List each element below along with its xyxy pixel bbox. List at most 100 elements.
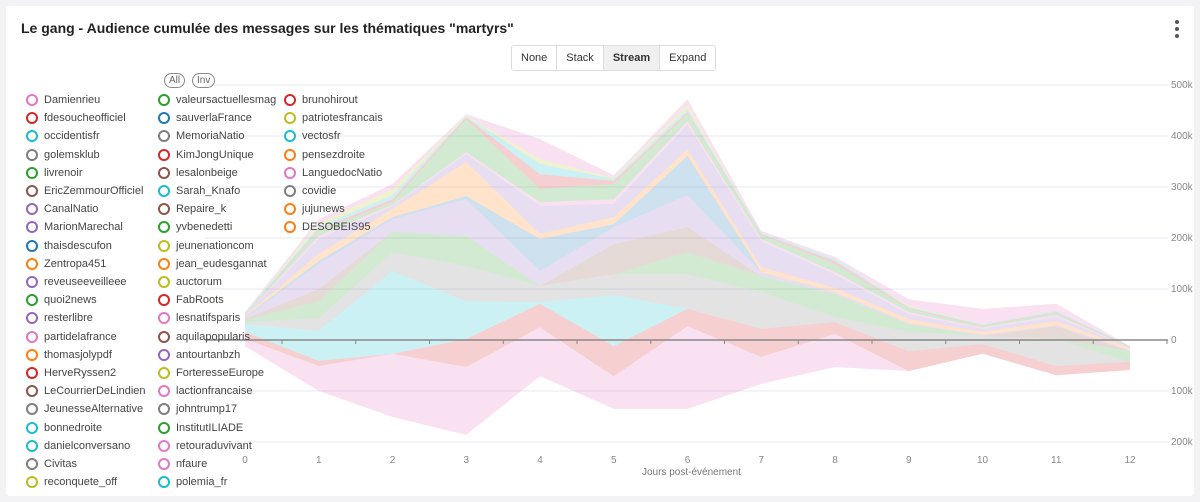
legend-item[interactable]: CanalNatio: [26, 201, 98, 217]
legend-label: polemia_fr: [176, 476, 228, 489]
legend-item[interactable]: quoi2news: [26, 292, 97, 308]
legend-item[interactable]: Zentropa451: [26, 256, 106, 272]
stream-layer-6: [245, 195, 1130, 352]
legend-item[interactable]: bonnedroite: [26, 420, 102, 436]
mode-expand-button[interactable]: Expand: [669, 52, 707, 64]
legend-item[interactable]: valeursactuellesmag: [158, 92, 276, 108]
legend-item[interactable]: MarionMarechal: [26, 219, 123, 235]
x-tick-label: 4: [537, 455, 543, 466]
legend-item[interactable]: MemoriaNatio: [158, 128, 244, 144]
legend-item[interactable]: reveuseeveilleee: [26, 274, 127, 290]
legend-circle-icon: [158, 421, 170, 434]
legend-item[interactable]: antourtanbzh: [158, 347, 240, 363]
legend-circle-icon: [158, 239, 170, 252]
stream-layer-3: [245, 252, 1130, 367]
legend-label: Zentropa451: [44, 257, 107, 270]
legend-item[interactable]: livrenoir: [26, 165, 83, 181]
legend-item[interactable]: aquilapopularis: [158, 329, 250, 345]
legend-circle-icon: [26, 403, 38, 416]
legend-item[interactable]: jean_eudesgannat: [158, 256, 267, 272]
legend-item[interactable]: thaisdescufon: [26, 238, 112, 254]
legend-item[interactable]: DESOBEIS95: [284, 219, 370, 235]
legend-circle-icon: [26, 385, 38, 398]
legend-item[interactable]: jujunews: [284, 201, 345, 217]
legend-item[interactable]: FabRoots: [158, 292, 224, 308]
legend-label: CanalNatio: [44, 203, 99, 216]
legend-circle-icon: [26, 221, 38, 234]
legend-item[interactable]: nfaure: [158, 456, 207, 472]
legend-item[interactable]: jeunenationcom: [158, 238, 254, 254]
mode-none-button[interactable]: None: [512, 46, 558, 70]
legend-item[interactable]: lesalonbeige: [158, 165, 238, 181]
y-tick-label: 100k: [1171, 284, 1194, 295]
legend-item[interactable]: golemsklub: [26, 147, 100, 163]
legend-item[interactable]: Sarah_Knafo: [158, 183, 240, 199]
legend-item[interactable]: thomasjolypdf: [26, 347, 112, 363]
x-tick-label: 11: [1051, 455, 1062, 466]
legend-item[interactable]: resterlibre: [26, 310, 93, 326]
legend-item[interactable]: polemia_fr: [158, 474, 227, 490]
mode-stack-button[interactable]: Stack: [557, 46, 604, 70]
legend-item[interactable]: johntrump17: [158, 401, 237, 417]
legend-circle-icon: [26, 312, 38, 325]
legend-item[interactable]: retouraduvivant: [158, 438, 252, 454]
legend-circle-icon: [158, 367, 170, 379]
legend-all-button[interactable]: All: [164, 73, 186, 88]
legend-item[interactable]: danielconversano: [26, 438, 130, 454]
legend-label: pensezdroite: [302, 148, 365, 161]
legend-item[interactable]: LanguedocNatio: [284, 165, 382, 181]
legend-item[interactable]: brunohirout: [284, 92, 358, 108]
legend-item[interactable]: EricZemmourOfficiel: [26, 183, 143, 199]
legend-item[interactable]: HerveRyssen2: [26, 365, 116, 381]
legend-label: aquilapopularis: [176, 330, 250, 343]
legend-item[interactable]: KimJongUnique: [158, 147, 254, 163]
legend-label: EricZemmourOfficiel: [44, 185, 144, 197]
legend-item[interactable]: vectosfr: [284, 128, 341, 144]
legend-item[interactable]: lactionfrancaise: [158, 383, 252, 399]
stream-layer-1: [245, 303, 1130, 377]
more-options-icon[interactable]: [1170, 20, 1184, 38]
legend-label: covidie: [302, 185, 337, 197]
legend-circle-icon: [158, 185, 170, 197]
legend-circle-icon: [284, 221, 296, 234]
legend-circle-icon: [26, 130, 38, 143]
legend-label: jujunews: [302, 203, 345, 216]
legend-item[interactable]: pensezdroite: [284, 147, 365, 163]
legend-item[interactable]: covidie: [284, 183, 336, 199]
legend-item[interactable]: Repaire_k: [158, 201, 226, 217]
mode-stream-button[interactable]: Stream: [603, 46, 661, 70]
legend-item[interactable]: occidentisfr: [26, 128, 100, 144]
legend-item[interactable]: yvbenedetti: [158, 219, 232, 235]
y-tick-label: 400k: [1171, 131, 1194, 142]
legend-invert-button[interactable]: Inv: [192, 73, 216, 88]
legend-circle-icon: [158, 439, 170, 452]
legend-circle-icon: [158, 221, 170, 234]
x-tick-label: 5: [611, 455, 617, 466]
legend-label: auctorum: [176, 276, 222, 288]
legend-circle-icon: [158, 130, 170, 143]
legend-item[interactable]: JeunesseAlternative: [26, 401, 143, 417]
legend-circle-icon: [284, 166, 296, 179]
legend-item[interactable]: LeCourrierDeLindien: [26, 383, 146, 399]
legend-circle-icon: [26, 348, 38, 361]
legend-item[interactable]: fdesoucheofficiel: [26, 110, 126, 126]
legend-item[interactable]: reconquete_off: [26, 474, 117, 490]
legend-item[interactable]: auctorum: [158, 274, 222, 290]
legend-label: livrenoir: [44, 166, 83, 179]
legend-circle-icon: [158, 203, 170, 216]
legend-circle-icon: [284, 148, 296, 161]
legend-item[interactable]: Damienrieu: [26, 92, 100, 108]
legend-item[interactable]: sauverlaFrance: [158, 110, 252, 126]
stream-layer-0: [245, 326, 1130, 435]
legend-label: jeunenationcom: [176, 239, 254, 252]
legend-item[interactable]: InstitutILIADE: [158, 420, 243, 436]
legend-item[interactable]: partidelafrance: [26, 329, 117, 345]
legend-item[interactable]: patriotesfrancais: [284, 110, 383, 126]
legend-label: resterlibre: [44, 312, 93, 325]
legend-label: lesalonbeige: [176, 166, 238, 179]
legend-item[interactable]: ForteresseEurope: [158, 365, 264, 381]
legend-label: danielconversano: [44, 439, 131, 452]
legend-item[interactable]: lesnatifsparis: [158, 310, 240, 326]
legend-item[interactable]: Civitas: [26, 456, 77, 472]
